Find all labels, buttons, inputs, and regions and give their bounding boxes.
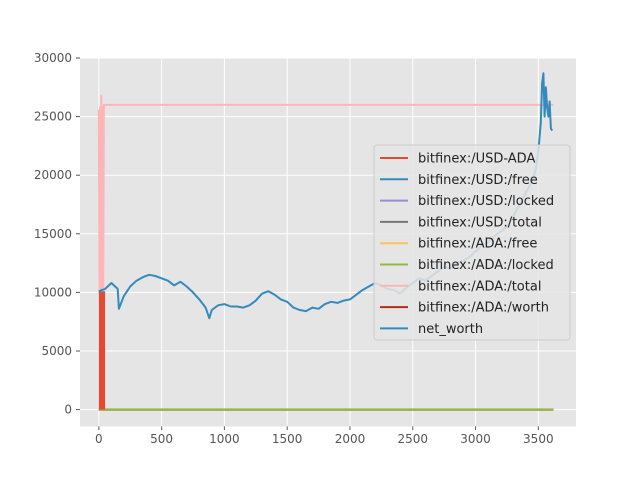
x-tick-label: 2500 [397,432,428,446]
legend-label: net_worth [418,322,483,337]
legend-box [373,144,571,341]
y-tick-label: 10000 [34,285,72,299]
y-tick-label: 15000 [34,227,72,241]
x-tick-label: 0 [95,432,103,446]
y-tick-label: 5000 [41,344,72,358]
y-tick-label: 25000 [34,110,72,124]
legend-label: bitfinex:/USD:/total [418,215,542,230]
y-tick-label: 20000 [34,168,72,182]
x-tick-label: 3000 [460,432,491,446]
legend-label: bitfinex:/ADA:/locked [418,258,554,273]
x-tick-label: 2000 [335,432,366,446]
legend-label: bitfinex:/ADA:/total [418,279,541,294]
y-tick-label: 30000 [34,51,72,65]
legend-label: bitfinex:/ADA:/free [418,237,537,252]
legend-label: bitfinex:/USD:/free [418,173,538,188]
legend: bitfinex:/USD-ADA bitfinex:/USD:/free bitf… [373,144,571,341]
legend-label: bitfinex:/USD-ADA [418,152,535,167]
legend-label: bitfinex:/ADA:/worth [418,301,549,316]
x-tick-label: 500 [150,432,173,446]
legend-label: bitfinex:/USD:/locked [418,194,554,209]
x-tick-label: 1000 [209,432,240,446]
x-tick-label: 3500 [523,432,554,446]
x-tick-label: 1500 [272,432,303,446]
series-bitfinex-usd-ada-area [98,292,106,410]
y-tick-label: 0 [64,403,72,417]
axes: 0 500 1000 1500 2000 2500 3000 3500 0 5000 10000 15… [34,51,576,446]
series-bitfinex-ada-total-line [97,94,554,293]
